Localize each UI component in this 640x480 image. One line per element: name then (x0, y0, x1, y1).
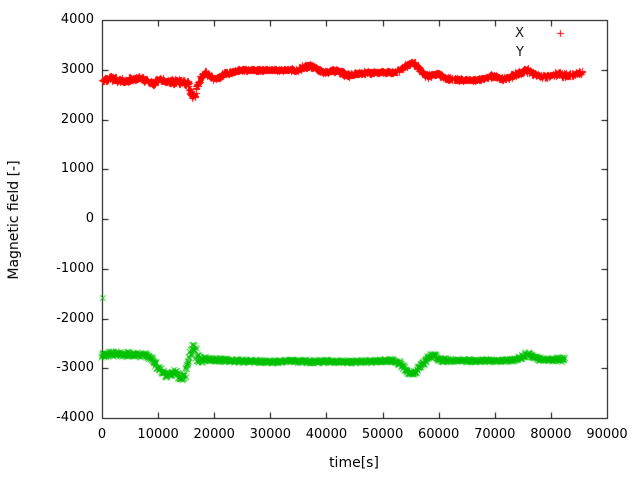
legend-label-x: X (515, 26, 524, 41)
x-axis-title: time[s] (329, 455, 379, 471)
y-axis-title: Magnetic field [-] (6, 160, 22, 280)
legend-label-y: Y (516, 45, 524, 60)
legend: X Y (444, 24, 524, 62)
